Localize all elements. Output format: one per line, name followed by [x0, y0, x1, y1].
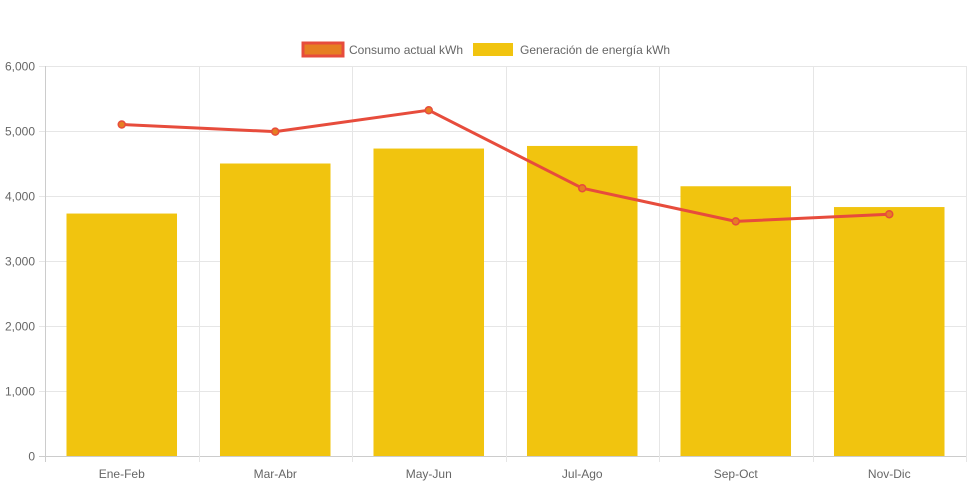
- line-point-jul-ago[interactable]: [578, 183, 587, 193]
- x-tick-label: Nov-Dic: [868, 467, 911, 481]
- grid-lines: [39, 66, 967, 462]
- legend-swatch-generacion[interactable]: [473, 43, 513, 56]
- y-tick-label: 3,000: [5, 255, 35, 269]
- legend[interactable]: Consumo actual kWh Generación de energía …: [301, 41, 670, 58]
- y-tick-label: 6,000: [5, 60, 35, 74]
- axes: 0 1,000 2,000 3,000 4,000 5,000 6,000 Ene-Feb Ma…: [5, 60, 911, 482]
- y-tick-label: 1,000: [5, 385, 35, 399]
- line-point-nov-dic[interactable]: [885, 209, 894, 219]
- y-tick-label: 0: [28, 450, 35, 464]
- x-tick-label: May-Jun: [406, 467, 452, 481]
- bar-nov-dic[interactable]: [833, 207, 945, 456]
- legend-label-generacion[interactable]: Generación de energía kWh: [520, 43, 670, 57]
- legend-swatch-consumo[interactable]: [301, 41, 345, 58]
- x-tick-label: Jul-Ago: [562, 467, 603, 481]
- x-tick-label: Ene-Feb: [99, 467, 145, 481]
- line-point-may-jun[interactable]: [424, 105, 433, 115]
- x-tick-label: Sep-Oct: [714, 467, 759, 481]
- line-series: [117, 105, 894, 226]
- line-point-mar-abr[interactable]: [271, 127, 280, 136]
- line-point-ene-feb[interactable]: [117, 120, 126, 129]
- bar-series: [66, 145, 945, 457]
- bar-may-jun[interactable]: [373, 148, 485, 457]
- bar-sep-oct[interactable]: [680, 186, 792, 456]
- y-tick-label: 2,000: [5, 320, 35, 334]
- bar-jul-ago[interactable]: [526, 145, 638, 456]
- y-tick-label: 5,000: [5, 125, 35, 139]
- consumption-line: [121, 108, 890, 223]
- y-tick-label: 4,000: [5, 190, 35, 204]
- bar-mar-abr[interactable]: [219, 163, 331, 457]
- line-point-sep-oct[interactable]: [731, 217, 740, 226]
- bar-ene-feb[interactable]: [66, 213, 178, 456]
- legend-label-consumo[interactable]: Consumo actual kWh: [349, 43, 463, 57]
- x-tick-label: Mar-Abr: [254, 467, 297, 481]
